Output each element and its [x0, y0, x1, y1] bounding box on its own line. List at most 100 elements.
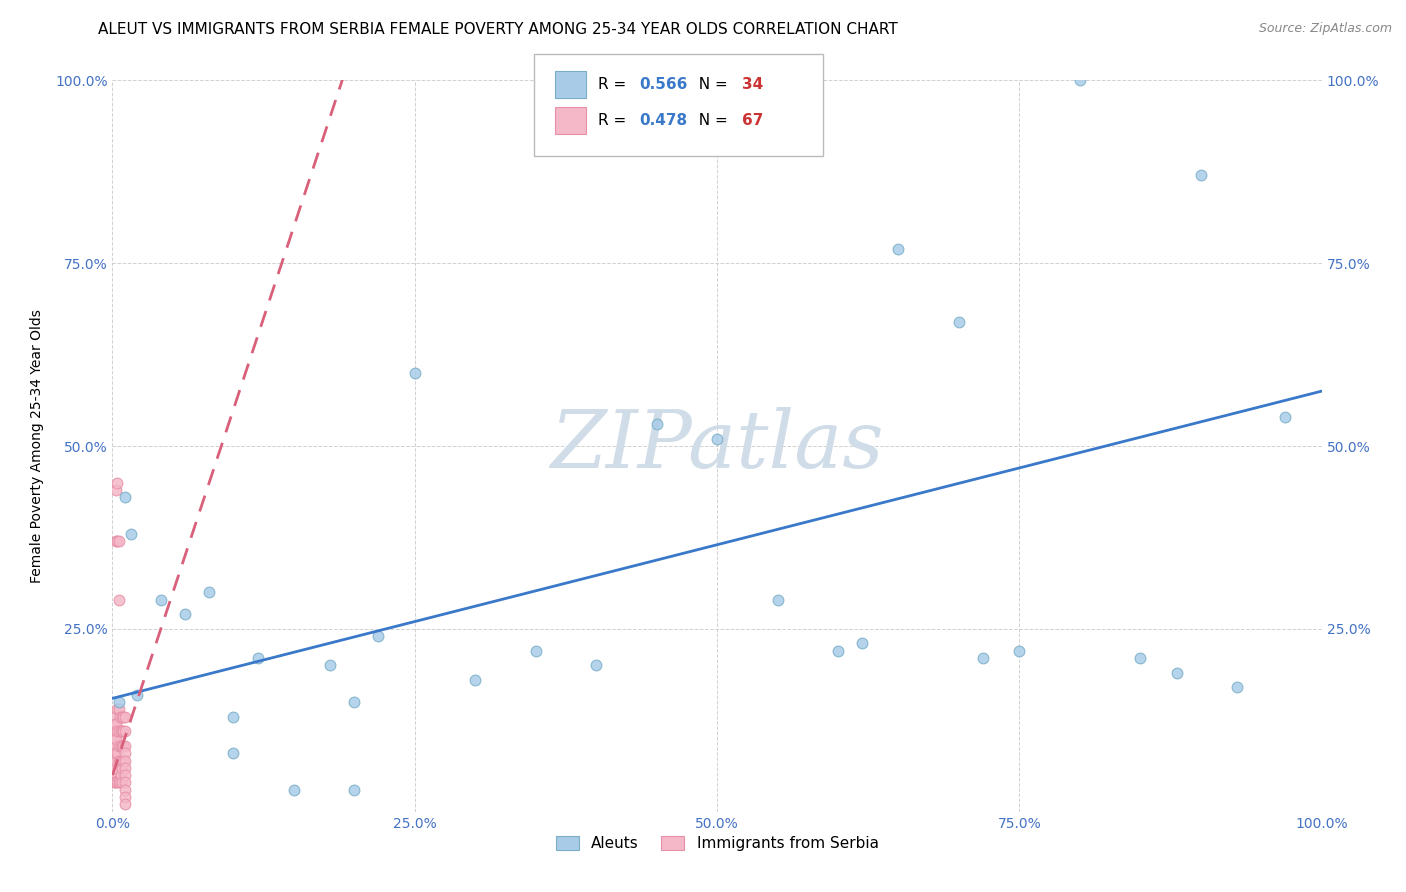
Point: [1274, 409, 1296, 424]
Point: [103, 739, 125, 753]
Point: [105, 534, 128, 549]
Point: [524, 644, 547, 658]
Text: N =: N =: [689, 78, 733, 92]
Point: [103, 754, 125, 768]
Point: [343, 695, 366, 709]
Point: [103, 739, 125, 753]
Point: [105, 483, 128, 497]
Point: [114, 797, 136, 812]
Point: [114, 709, 136, 723]
Point: [112, 709, 135, 723]
Point: [111, 739, 134, 753]
Text: 67: 67: [742, 113, 763, 128]
Point: [149, 592, 172, 607]
Point: [107, 592, 129, 607]
Point: [104, 761, 127, 775]
Text: R =: R =: [598, 113, 631, 128]
Text: Source: ZipAtlas.com: Source: ZipAtlas.com: [1258, 22, 1392, 36]
Point: [120, 526, 142, 541]
Point: [1189, 169, 1212, 183]
Point: [104, 775, 127, 789]
Point: [404, 366, 426, 380]
Text: ZIPatlas: ZIPatlas: [550, 408, 884, 484]
Point: [110, 768, 132, 782]
Text: N =: N =: [689, 113, 733, 128]
Point: [766, 592, 789, 607]
Point: [114, 739, 136, 753]
Text: 0.478: 0.478: [640, 113, 688, 128]
Point: [105, 717, 128, 731]
Point: [706, 432, 728, 446]
Text: R =: R =: [598, 78, 631, 92]
Point: [103, 754, 125, 768]
Point: [108, 754, 131, 768]
Point: [222, 709, 245, 723]
Point: [108, 709, 131, 723]
Point: [114, 724, 136, 739]
Point: [972, 651, 994, 665]
Point: [103, 746, 125, 760]
Point: [1166, 665, 1188, 680]
Point: [104, 709, 127, 723]
Point: [104, 746, 127, 760]
Point: [1226, 681, 1249, 695]
Point: [103, 761, 125, 775]
Point: [112, 754, 135, 768]
Point: [103, 775, 125, 789]
Point: [105, 534, 128, 549]
Point: [105, 702, 128, 716]
Point: [319, 658, 342, 673]
Point: [107, 702, 129, 716]
Point: [103, 761, 125, 775]
Point: [110, 739, 132, 753]
Point: [114, 754, 136, 768]
Point: [114, 768, 136, 782]
Point: [103, 761, 125, 775]
Point: [107, 739, 129, 753]
Point: [108, 775, 131, 789]
Point: [111, 754, 134, 768]
Legend: Aleuts, Immigrants from Serbia: Aleuts, Immigrants from Serbia: [548, 829, 886, 859]
Point: [103, 754, 125, 768]
Point: [112, 739, 135, 753]
Point: [114, 746, 136, 760]
Point: [110, 724, 132, 739]
Point: [125, 688, 148, 702]
Point: [107, 775, 129, 789]
Point: [111, 775, 134, 789]
Point: [114, 490, 136, 504]
Point: [105, 746, 128, 760]
Point: [105, 731, 128, 746]
Point: [103, 768, 125, 782]
Point: [111, 709, 134, 723]
Point: [198, 585, 221, 599]
Point: [114, 775, 136, 789]
Point: [103, 768, 125, 782]
Point: [103, 746, 125, 760]
Point: [107, 724, 129, 739]
Y-axis label: Female Poverty Among 25-34 Year Olds: Female Poverty Among 25-34 Year Olds: [30, 309, 44, 583]
Point: [343, 782, 366, 797]
Point: [887, 242, 910, 256]
Point: [105, 475, 128, 490]
Point: [948, 315, 970, 329]
Point: [114, 790, 136, 805]
Point: [111, 724, 134, 739]
Point: [114, 782, 136, 797]
Text: 0.566: 0.566: [640, 78, 688, 92]
Point: [246, 651, 269, 665]
Point: [107, 754, 129, 768]
Point: [585, 658, 607, 673]
Point: [105, 724, 128, 739]
Point: [104, 717, 127, 731]
Point: [111, 761, 134, 775]
Point: [222, 746, 245, 760]
Point: [104, 724, 127, 739]
Point: [105, 775, 128, 789]
Point: [105, 754, 128, 768]
Text: ALEUT VS IMMIGRANTS FROM SERBIA FEMALE POVERTY AMONG 25-34 YEAR OLDS CORRELATION: ALEUT VS IMMIGRANTS FROM SERBIA FEMALE P…: [98, 22, 898, 37]
Point: [283, 782, 305, 797]
Point: [174, 607, 197, 622]
Point: [104, 731, 127, 746]
Point: [107, 534, 129, 549]
